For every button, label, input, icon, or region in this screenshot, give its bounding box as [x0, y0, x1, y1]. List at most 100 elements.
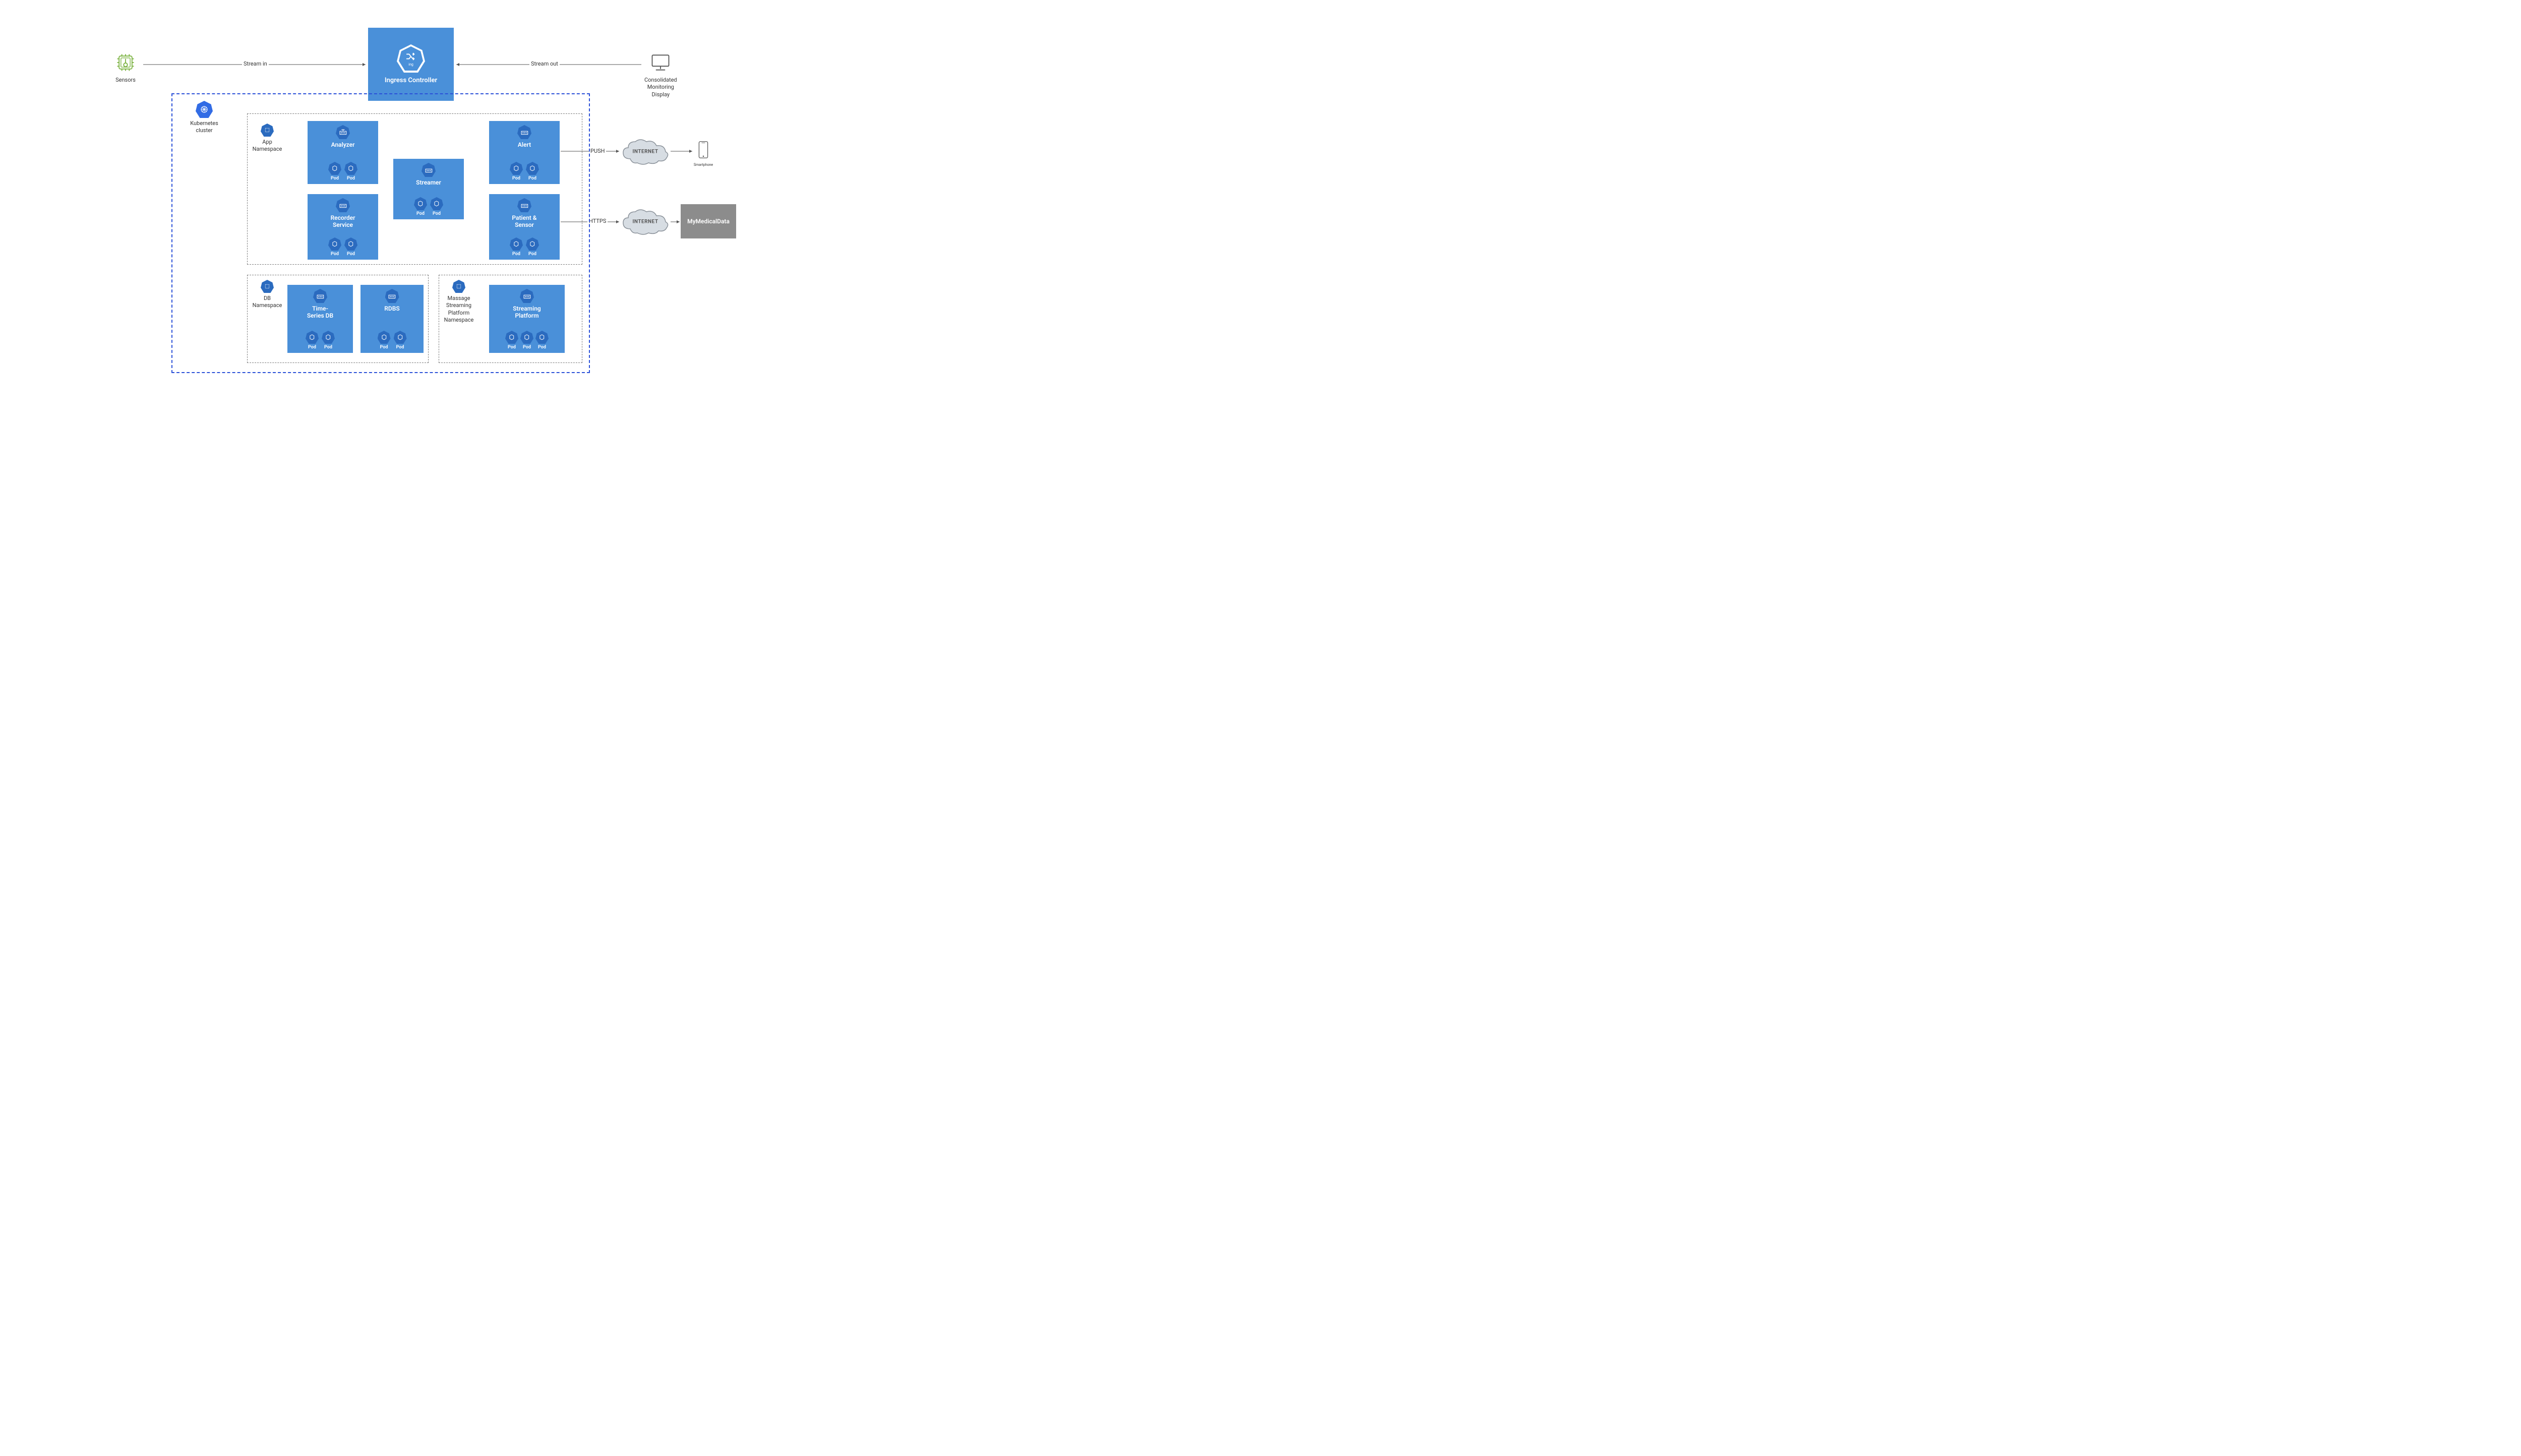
service-rdbs: RDBS Pod Pod — [361, 285, 424, 353]
pod-icon — [505, 331, 518, 344]
pod-label: Pod — [324, 345, 332, 350]
analyzer-title: Analyzer — [331, 141, 355, 148]
k8s-cluster-label-node: Kubernetes cluster — [184, 101, 224, 135]
pod-icon — [510, 237, 523, 251]
pod-icon — [328, 237, 341, 251]
app-namespace-node: App Namespace — [251, 124, 283, 153]
pod-label: Pod — [380, 345, 388, 350]
pod-icon — [520, 331, 533, 344]
pod-icon — [344, 162, 357, 175]
alert-pods: Pod Pod — [510, 162, 539, 181]
pod-label: Pod — [512, 176, 520, 181]
service-streamer: Streamer Pod Pod — [393, 159, 464, 219]
k8s-wheel-icon — [196, 101, 213, 118]
mymedicaldata-label: MyMedicalData — [687, 218, 730, 225]
sensors-label: Sensors — [115, 77, 136, 84]
tsdb-pods: Pod Pod — [306, 331, 335, 350]
pod-label: Pod — [433, 211, 441, 216]
service-recorder: Recorder Service Pod Pod — [308, 194, 378, 260]
pod-label: Pod — [347, 252, 355, 257]
namespace-icon — [452, 280, 465, 293]
pod-label: Pod — [308, 345, 316, 350]
pod-icon — [322, 331, 335, 344]
internet2-label: INTERNET — [632, 219, 658, 224]
ingress-sub-label: ing — [408, 63, 413, 67]
alert-title: Alert — [518, 141, 531, 148]
msg-namespace-label: Massage Streaming Platform Namespace — [444, 295, 474, 324]
pod-label: Pod — [347, 176, 355, 181]
recorder-title: Recorder Service — [331, 214, 355, 229]
sensor-chip-icon — [113, 50, 138, 75]
pod-label: Pod — [538, 345, 546, 350]
pod-label: Pod — [523, 345, 531, 350]
namespace-icon — [261, 124, 274, 137]
service-patient-sensor: Patient & Sensor Pod Pod — [489, 194, 560, 260]
pod-icon — [430, 197, 443, 210]
namespace-icon — [261, 280, 274, 293]
streamer-pods: Pod Pod — [414, 197, 443, 216]
ingress-title: Ingress Controller — [385, 77, 437, 84]
rdbs-title: RDBS — [384, 305, 399, 312]
service-icon — [517, 125, 531, 139]
internet1-label: INTERNET — [632, 149, 658, 154]
patient-title: Patient & Sensor — [512, 214, 536, 229]
pod-icon — [526, 162, 539, 175]
pod-icon — [344, 237, 357, 251]
k8s-cluster-label: Kubernetes cluster — [190, 120, 218, 135]
app-namespace-label: App Namespace — [253, 139, 282, 153]
pod-icon — [510, 162, 523, 175]
analyzer-pods: Pod Pod — [328, 162, 357, 181]
streamer-title: Streamer — [416, 179, 441, 186]
db-namespace-label: DB Namespace — [253, 295, 282, 310]
smartphone-node: Smartphone — [693, 139, 713, 167]
internet-cloud-1: INTERNET — [620, 138, 671, 165]
patient-pods: Pod Pod — [510, 237, 539, 257]
monitor-label: Consolidated Monitoring Display — [644, 77, 677, 98]
service-icon — [517, 198, 531, 212]
edge-label-push: PUSH — [589, 148, 606, 154]
pod-label: Pod — [512, 252, 520, 257]
sensors-node: Sensors — [113, 50, 138, 84]
pod-label: Pod — [331, 176, 339, 181]
pod-label: Pod — [528, 176, 536, 181]
ingress-heptagon-icon: ing — [397, 44, 425, 73]
streaming-pods: Pod Pod Pod — [505, 331, 549, 350]
service-icon — [336, 198, 350, 212]
pod-icon — [394, 331, 407, 344]
edge-label-stream-in: Stream in — [242, 60, 269, 67]
ingress-controller-box: ing Ingress Controller — [368, 28, 454, 101]
service-analyzer: Analyzer Pod Pod — [308, 121, 378, 184]
pod-label: Pod — [331, 252, 339, 257]
msg-namespace-node: Massage Streaming Platform Namespace — [443, 280, 475, 324]
internet-cloud-2: INTERNET — [620, 208, 671, 235]
service-streaming-platform: Streaming Platform Pod Pod Pod — [489, 285, 565, 353]
service-icon — [422, 163, 436, 177]
service-icon — [520, 289, 534, 303]
mymedicaldata-box: MyMedicalData — [681, 204, 736, 238]
pod-label: Pod — [396, 345, 404, 350]
service-alert: Alert Pod Pod — [489, 121, 560, 184]
pod-icon — [526, 237, 539, 251]
smartphone-label: Smartphone — [694, 163, 713, 167]
pod-icon — [378, 331, 391, 344]
rdbs-pods: Pod Pod — [378, 331, 407, 350]
recorder-pods: Pod Pod — [328, 237, 357, 257]
service-tsdb: Time- Series DB Pod Pod — [287, 285, 353, 353]
monitor-node: Consolidated Monitoring Display — [644, 50, 677, 98]
pod-icon — [535, 331, 549, 344]
pod-label: Pod — [508, 345, 516, 350]
shuffle-icon — [405, 51, 416, 62]
monitor-icon — [648, 50, 673, 75]
db-namespace-node: DB Namespace — [251, 280, 283, 310]
service-icon — [336, 125, 350, 139]
architecture-diagram: Stream in Stream out PUSH HTTPS Sensors — [0, 0, 756, 393]
pod-label: Pod — [528, 252, 536, 257]
pod-label: Pod — [416, 211, 425, 216]
streaming-title: Streaming Platform — [513, 305, 541, 320]
pod-icon — [328, 162, 341, 175]
pod-icon — [306, 331, 319, 344]
tsdb-title: Time- Series DB — [307, 305, 333, 320]
edge-label-stream-out: Stream out — [529, 60, 560, 67]
service-icon — [313, 289, 327, 303]
smartphone-icon — [696, 139, 710, 161]
